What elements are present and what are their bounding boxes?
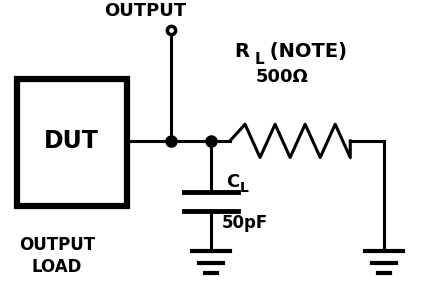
Text: R: R <box>234 42 249 61</box>
Text: OUTPUT: OUTPUT <box>105 2 187 20</box>
Text: 500Ω: 500Ω <box>255 68 308 86</box>
Text: DUT: DUT <box>44 129 99 153</box>
Text: L: L <box>254 52 264 67</box>
Text: L: L <box>239 181 248 195</box>
Text: (NOTE): (NOTE) <box>263 42 347 61</box>
Text: C: C <box>226 173 239 191</box>
Text: OUTPUT
LOAD: OUTPUT LOAD <box>19 236 95 276</box>
FancyBboxPatch shape <box>17 79 127 206</box>
Text: 50pF: 50pF <box>222 214 268 232</box>
